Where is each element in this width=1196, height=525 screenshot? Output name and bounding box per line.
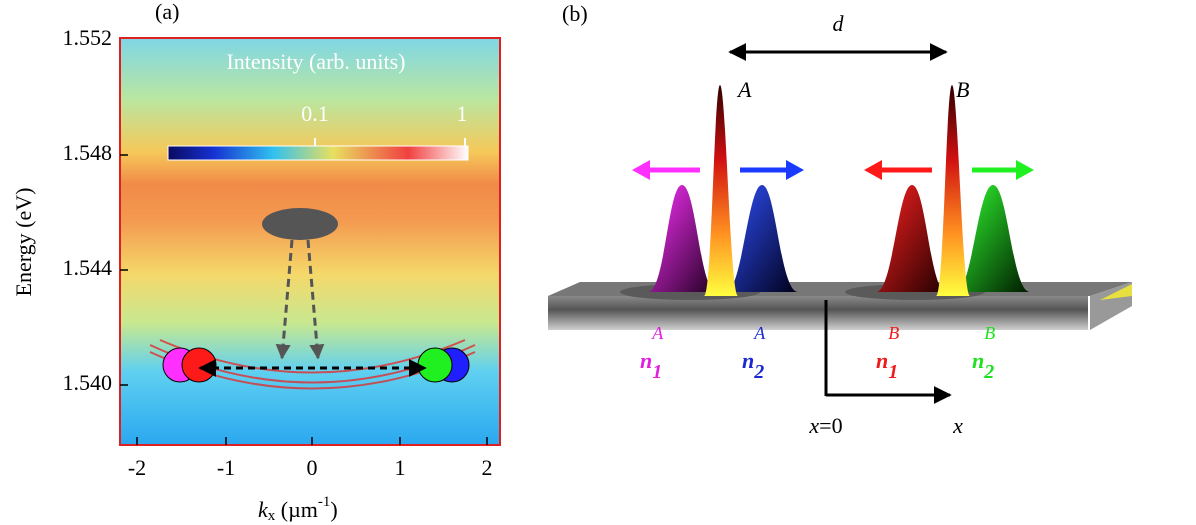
mode-label: 1 — [888, 361, 898, 383]
mode-peak — [956, 185, 1030, 292]
x-axis-label: k — [258, 497, 269, 522]
site-label: A — [736, 77, 752, 102]
mode-peak — [876, 185, 946, 292]
mode-label: n — [876, 348, 888, 373]
y-tick-label: 1.544 — [63, 255, 113, 280]
relaxation-arrow — [275, 239, 294, 360]
site-label: B — [956, 77, 969, 102]
x-tick-label: -2 — [128, 455, 146, 480]
mode-label: B — [984, 323, 995, 343]
x-axis-label: kx (µm-1) — [258, 494, 338, 524]
mode-label: A — [651, 323, 664, 343]
x-axis-label: (µm — [275, 497, 318, 522]
mode-label: 2 — [753, 361, 764, 383]
colorbar — [167, 145, 469, 161]
mode-label: n — [640, 348, 652, 373]
y-axis-label: Energy (eV) — [11, 188, 36, 297]
colorbar-title: Intensity (arb. units) — [226, 49, 405, 74]
mode-label: A — [753, 323, 766, 343]
panel-label: (a) — [155, 0, 179, 24]
distance-label: d — [833, 11, 845, 36]
site-peak — [936, 85, 970, 296]
mode-peak — [648, 185, 716, 292]
mode-label: 2 — [983, 361, 994, 383]
mode-label: n1 A — [640, 323, 664, 382]
y-tick-label: 1.552 — [63, 25, 113, 50]
mode-label: 1 — [652, 361, 662, 383]
site-peak — [704, 85, 738, 296]
x-tick-label: -1 — [217, 455, 235, 480]
origin-label: =0 — [819, 413, 842, 438]
x-axis-label: -1 — [318, 494, 331, 510]
x-tick-label: 0 — [307, 455, 318, 480]
mode-label: n — [972, 348, 984, 373]
mode-circle — [417, 347, 453, 383]
slab-front — [548, 296, 1088, 330]
y-tick-label: 1.548 — [63, 140, 113, 165]
reservoir — [262, 208, 338, 240]
mode-label: n2 B — [972, 323, 995, 382]
x-axis-label: ) — [330, 497, 337, 522]
mode-label: n — [742, 348, 754, 373]
mode-peak — [726, 185, 798, 292]
panel-label: (b) — [562, 1, 588, 26]
colorbar-tick-label: 0.1 — [301, 101, 329, 126]
mode-circle — [181, 347, 217, 383]
mode-label: B — [888, 323, 899, 343]
axis-label: x — [952, 413, 963, 438]
colorbar-tick-label: 1 — [457, 101, 468, 126]
mode-label: n1 B — [876, 323, 899, 382]
origin-label: x=0 — [808, 413, 842, 438]
relaxation-arrow — [306, 239, 325, 360]
ticks — [120, 154, 488, 445]
x-tick-label: 2 — [482, 455, 493, 480]
y-tick-label: 1.540 — [63, 370, 113, 395]
x-axis-label: x — [268, 508, 276, 524]
mode-label: n2 A — [742, 323, 766, 382]
intensity-map — [119, 37, 501, 446]
flow-arrows — [632, 160, 1034, 180]
origin-label: x — [808, 413, 819, 438]
slab-edge — [1100, 284, 1132, 300]
x-tick-label: 1 — [395, 455, 406, 480]
